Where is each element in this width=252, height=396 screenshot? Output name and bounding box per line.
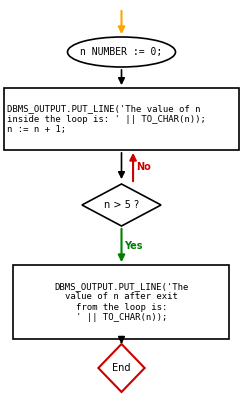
Polygon shape <box>82 184 161 226</box>
Text: No: No <box>136 162 151 172</box>
FancyBboxPatch shape <box>4 88 239 150</box>
Text: Yes: Yes <box>124 240 143 251</box>
Text: DBMS_OUTPUT.PUT_LINE('The
value of n after exit
from the loop is:
' || TO_CHAR(n: DBMS_OUTPUT.PUT_LINE('The value of n aft… <box>54 282 189 322</box>
Polygon shape <box>98 344 145 392</box>
Text: n > 5 ?: n > 5 ? <box>104 200 139 210</box>
FancyBboxPatch shape <box>14 265 230 339</box>
Text: n NUMBER := 0;: n NUMBER := 0; <box>80 47 163 57</box>
Text: End: End <box>112 363 131 373</box>
Ellipse shape <box>68 37 175 67</box>
Text: DBMS_OUTPUT.PUT_LINE('The value of n
inside the loop is: ' || TO_CHAR(n));
n := : DBMS_OUTPUT.PUT_LINE('The value of n ins… <box>7 104 206 134</box>
